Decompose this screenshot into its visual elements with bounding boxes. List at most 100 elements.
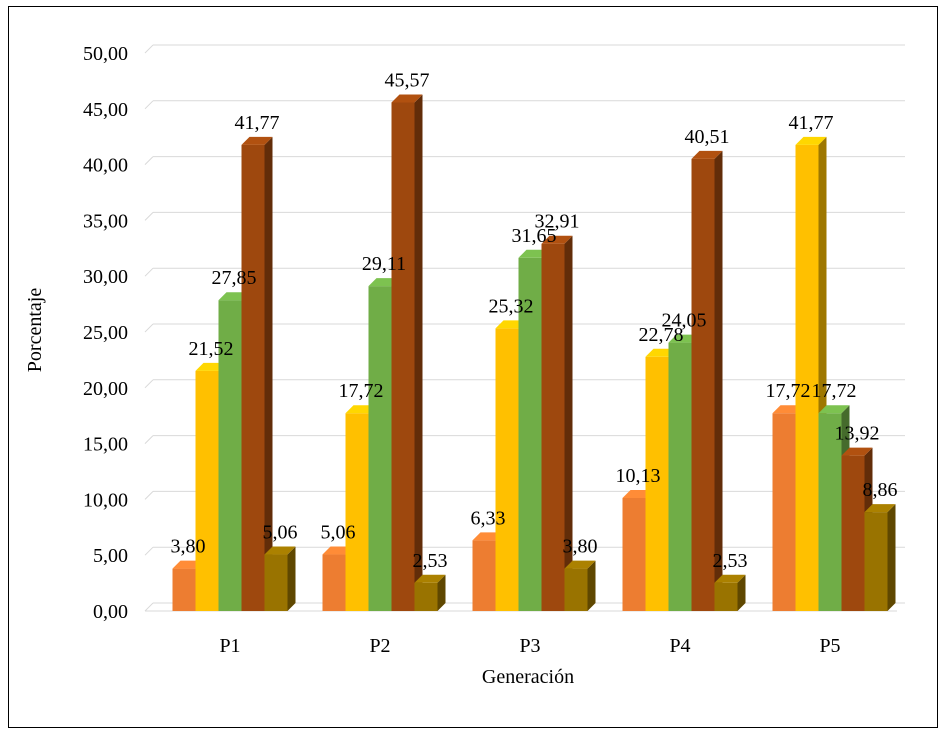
data-label: 2,53: [413, 550, 448, 572]
y-tick-label: 30,00: [83, 266, 128, 288]
y-axis-ticks: 0,00 5,00 10,00 15,00 20,00 25,00 30,00 35,00 40…: [83, 43, 128, 623]
y-tick-label: 40,00: [83, 155, 128, 177]
y-tick-label: 0,00: [93, 601, 128, 623]
bar-front: [264, 554, 288, 611]
data-label: 17,72: [812, 380, 857, 402]
bar-group-P4: [622, 150, 746, 612]
data-label: 10,13: [616, 465, 661, 487]
y-tick-label: 25,00: [83, 322, 128, 344]
bar-front: [864, 512, 888, 611]
bar-top: [564, 560, 596, 569]
data-label: 17,72: [339, 380, 384, 402]
bar-front: [345, 413, 369, 611]
bar-front: [541, 243, 565, 611]
data-label: 8,86: [863, 479, 898, 501]
bar-side: [714, 150, 723, 612]
bar: [241, 136, 273, 611]
bar-front: [414, 582, 438, 611]
bar: [541, 235, 573, 611]
y-tick-label: 35,00: [83, 210, 128, 232]
x-tick-label: P4: [669, 635, 690, 657]
gridline-depth: [144, 323, 154, 333]
bar-front: [622, 497, 646, 611]
bar-side: [587, 560, 596, 611]
bar-group-P3: [472, 235, 596, 611]
bar-front: [645, 356, 669, 611]
bar-front: [818, 413, 842, 611]
bar-front: [218, 300, 242, 611]
gridline-depth: [144, 379, 154, 389]
bar-front: [564, 568, 588, 611]
bar-front: [368, 286, 392, 611]
bar-front: [391, 102, 415, 612]
bar-side: [264, 136, 273, 611]
bar-top: [541, 235, 573, 244]
bar-top: [864, 504, 896, 513]
y-tick-label: 20,00: [83, 378, 128, 400]
x-axis-title: Generación: [482, 666, 574, 688]
data-label: 5,06: [263, 522, 298, 544]
bar-top: [264, 546, 296, 555]
bar-front: [195, 370, 219, 611]
bar-front: [472, 540, 496, 611]
bar: [391, 94, 423, 612]
bar-front: [668, 342, 692, 611]
gridline-depth: [144, 546, 154, 556]
gridline-depth: [144, 156, 154, 165]
x-tick-label: P5: [819, 635, 840, 657]
data-label: 32,91: [535, 211, 580, 233]
x-axis-ticks: P1 P2 P3 P4 P5: [219, 635, 840, 657]
bar-side: [887, 504, 896, 611]
data-label: 5,06: [321, 522, 356, 544]
data-label: 45,57: [385, 69, 430, 91]
y-tick-label: 50,00: [83, 43, 128, 65]
data-label: 31,65: [512, 225, 557, 247]
bar-group-P5: [772, 136, 896, 611]
bar-front: [714, 582, 738, 611]
bar-front: [322, 554, 346, 611]
data-label: 6,33: [471, 507, 506, 529]
bar: [564, 560, 596, 611]
y-tick-label: 10,00: [83, 489, 128, 511]
y-tick-label: 45,00: [83, 99, 128, 121]
bar: [864, 504, 896, 611]
bar-front: [795, 144, 819, 611]
bar-top: [714, 574, 746, 583]
gridline-depth: [144, 212, 154, 221]
gridline-depth: [144, 100, 154, 110]
data-label: 3,80: [563, 536, 598, 558]
bar-front: [241, 144, 265, 611]
y-tick-label: 15,00: [83, 434, 128, 456]
bar-top: [841, 447, 873, 456]
data-label: 27,85: [212, 267, 257, 289]
x-tick-label: P3: [519, 635, 540, 657]
data-label: 40,51: [685, 126, 730, 148]
bar-top: [391, 94, 423, 103]
bar: [691, 150, 723, 612]
data-label: 29,11: [362, 253, 406, 275]
bar-group-P2: [322, 94, 446, 612]
data-labels: 3,80 21,52 27,85 41,77 5,06 5,06 17,72 29,11 45,…: [171, 69, 898, 571]
bar-top: [414, 574, 446, 583]
bar-top: [795, 136, 827, 145]
bars: [172, 94, 896, 612]
data-label: 21,52: [189, 338, 234, 360]
y-tick-label: 5,00: [93, 545, 128, 567]
bar-side: [737, 574, 746, 611]
gridline-depth: [144, 44, 154, 54]
bar-front: [841, 455, 865, 611]
data-label: 13,92: [835, 423, 880, 445]
data-label: 41,77: [235, 112, 280, 134]
bar-side: [414, 94, 423, 612]
data-label: 17,72: [766, 380, 811, 402]
data-label: 2,53: [713, 550, 748, 572]
data-label: 3,80: [171, 536, 206, 558]
data-label: 24,05: [662, 310, 707, 332]
gridline-depth: [144, 602, 154, 612]
bar-top: [818, 405, 850, 414]
gridline-depth: [144, 435, 154, 444]
gridline-depth: [144, 491, 154, 500]
x-tick-label: P2: [369, 635, 390, 657]
bar-front: [518, 257, 542, 611]
